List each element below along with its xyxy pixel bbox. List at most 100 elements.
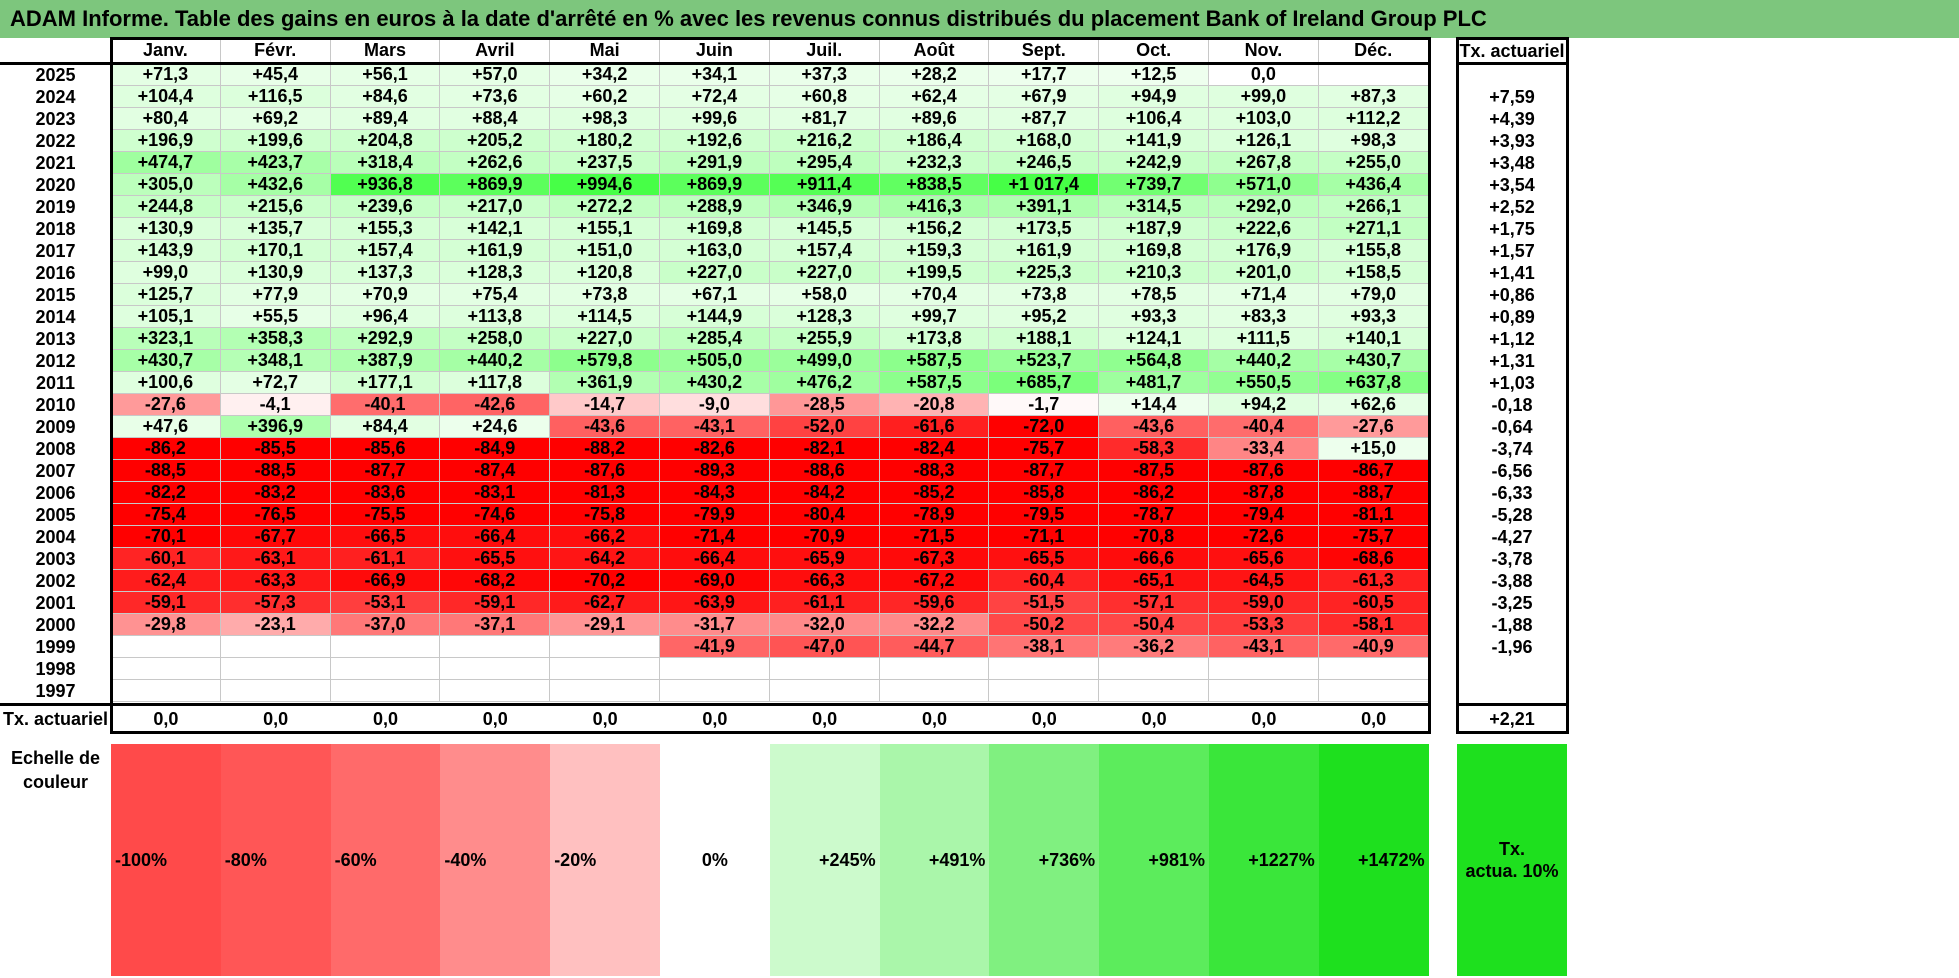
data-cell: -28,5 xyxy=(769,394,880,416)
data-cell: +239,6 xyxy=(330,196,441,218)
rate-header: Tx. actuariel xyxy=(1459,40,1565,61)
data-cell xyxy=(879,658,990,680)
data-cell: +47,6 xyxy=(111,416,221,438)
rate-cell: -6,33 xyxy=(1491,482,1533,503)
footer-cell: 0,0 xyxy=(153,708,179,729)
data-cell: -83,2 xyxy=(220,482,331,504)
footer-divider xyxy=(0,703,1431,706)
data-cell: +432,6 xyxy=(220,174,331,196)
data-cell: +440,2 xyxy=(1209,350,1319,372)
data-cell: +94,2 xyxy=(1209,394,1319,416)
year-label: 2005 xyxy=(35,504,76,525)
legend-swatch: +245% xyxy=(769,744,880,976)
footer-cell: 0,0 xyxy=(482,708,508,729)
year-label: 1998 xyxy=(35,658,76,679)
rate-cell: -1,88 xyxy=(1491,614,1533,635)
legend-label-line1: Echelle de xyxy=(10,748,101,768)
rate-cell: +1,57 xyxy=(1489,240,1535,261)
data-cell: -72,0 xyxy=(989,416,1100,438)
data-cell: +98,3 xyxy=(1318,130,1429,152)
legend-swatch: +981% xyxy=(1099,744,1209,976)
data-cell xyxy=(769,680,880,702)
data-cell xyxy=(550,680,660,702)
data-cell: +67,1 xyxy=(660,284,770,306)
data-cell: -87,6 xyxy=(550,460,660,482)
data-cell: -66,4 xyxy=(660,548,770,570)
data-cell: +476,2 xyxy=(769,372,880,394)
year-label: 2017 xyxy=(35,240,76,261)
data-cell: +128,3 xyxy=(440,262,551,284)
data-cell: +205,2 xyxy=(440,130,551,152)
data-cell: +387,9 xyxy=(330,350,441,372)
data-cell: -70,2 xyxy=(550,570,660,592)
data-cell: -86,2 xyxy=(111,438,221,460)
rate-cell: -3,78 xyxy=(1491,548,1533,569)
data-cell: -43,6 xyxy=(1099,416,1209,438)
data-cell: +266,1 xyxy=(1318,196,1429,218)
data-cell: -70,1 xyxy=(111,526,221,548)
data-cell: +73,8 xyxy=(550,284,660,306)
data-cell xyxy=(111,658,221,680)
data-cell: -66,9 xyxy=(330,570,441,592)
data-cell: -27,6 xyxy=(1318,416,1429,438)
data-cell: +56,1 xyxy=(330,64,441,86)
data-cell: +173,8 xyxy=(879,328,990,350)
data-cell: +73,8 xyxy=(989,284,1100,306)
data-cell xyxy=(1099,658,1209,680)
data-cell: +186,4 xyxy=(879,130,990,152)
data-cell: +130,9 xyxy=(220,262,331,284)
data-cell: +222,6 xyxy=(1209,218,1319,240)
legend-swatch: -40% xyxy=(440,744,551,976)
data-cell: +145,5 xyxy=(769,218,880,240)
rate-cell xyxy=(1457,64,1567,86)
data-cell: -50,4 xyxy=(1099,614,1209,636)
data-cell: +57,0 xyxy=(440,64,551,86)
data-cell: +77,9 xyxy=(220,284,331,306)
data-cell: +137,3 xyxy=(330,262,441,284)
data-cell: -41,9 xyxy=(660,636,770,658)
data-cell: +163,0 xyxy=(660,240,770,262)
rate-cell: -3,88 xyxy=(1491,570,1533,591)
data-cell: -72,6 xyxy=(1209,526,1319,548)
data-cell: -70,8 xyxy=(1099,526,1209,548)
footer-cell: 0,0 xyxy=(1361,708,1387,729)
data-cell: -58,1 xyxy=(1318,614,1429,636)
data-cell: +396,9 xyxy=(220,416,331,438)
data-cell: +58,0 xyxy=(769,284,880,306)
data-cell: -75,7 xyxy=(1318,526,1429,548)
data-cell: -50,2 xyxy=(989,614,1100,636)
data-cell: +99,7 xyxy=(879,306,990,328)
data-cell: +170,1 xyxy=(220,240,331,262)
data-cell: -62,7 xyxy=(550,592,660,614)
data-cell: +246,5 xyxy=(989,152,1100,174)
data-cell: -87,4 xyxy=(440,460,551,482)
data-cell: +196,9 xyxy=(111,130,221,152)
data-cell xyxy=(1209,658,1319,680)
data-cell: -88,6 xyxy=(769,460,880,482)
rate-cell: +7,59 xyxy=(1489,86,1535,107)
data-cell: -87,7 xyxy=(330,460,441,482)
footer-cell: 0,0 xyxy=(812,708,838,729)
data-cell xyxy=(440,658,551,680)
data-cell: +34,2 xyxy=(550,64,660,86)
data-cell: -59,1 xyxy=(111,592,221,614)
footer-rate: +2,21 xyxy=(1489,708,1535,729)
data-cell: +267,8 xyxy=(1209,152,1319,174)
data-cell: -66,4 xyxy=(440,526,551,548)
data-cell: +685,7 xyxy=(989,372,1100,394)
footer-cell: 0,0 xyxy=(372,708,398,729)
data-cell: +73,6 xyxy=(440,86,551,108)
data-cell: +161,9 xyxy=(989,240,1100,262)
footer-cell: 0,0 xyxy=(702,708,728,729)
data-cell: +323,1 xyxy=(111,328,221,350)
data-cell: +911,4 xyxy=(769,174,880,196)
data-cell xyxy=(220,636,331,658)
data-cell: -65,5 xyxy=(989,548,1100,570)
rate-cell: -3,74 xyxy=(1491,438,1533,459)
data-cell: +105,1 xyxy=(111,306,221,328)
data-cell: -88,3 xyxy=(879,460,990,482)
data-cell: +314,5 xyxy=(1099,196,1209,218)
data-cell: +1 017,4 xyxy=(989,174,1100,196)
data-cell: +140,1 xyxy=(1318,328,1429,350)
data-cell: -1,7 xyxy=(989,394,1100,416)
